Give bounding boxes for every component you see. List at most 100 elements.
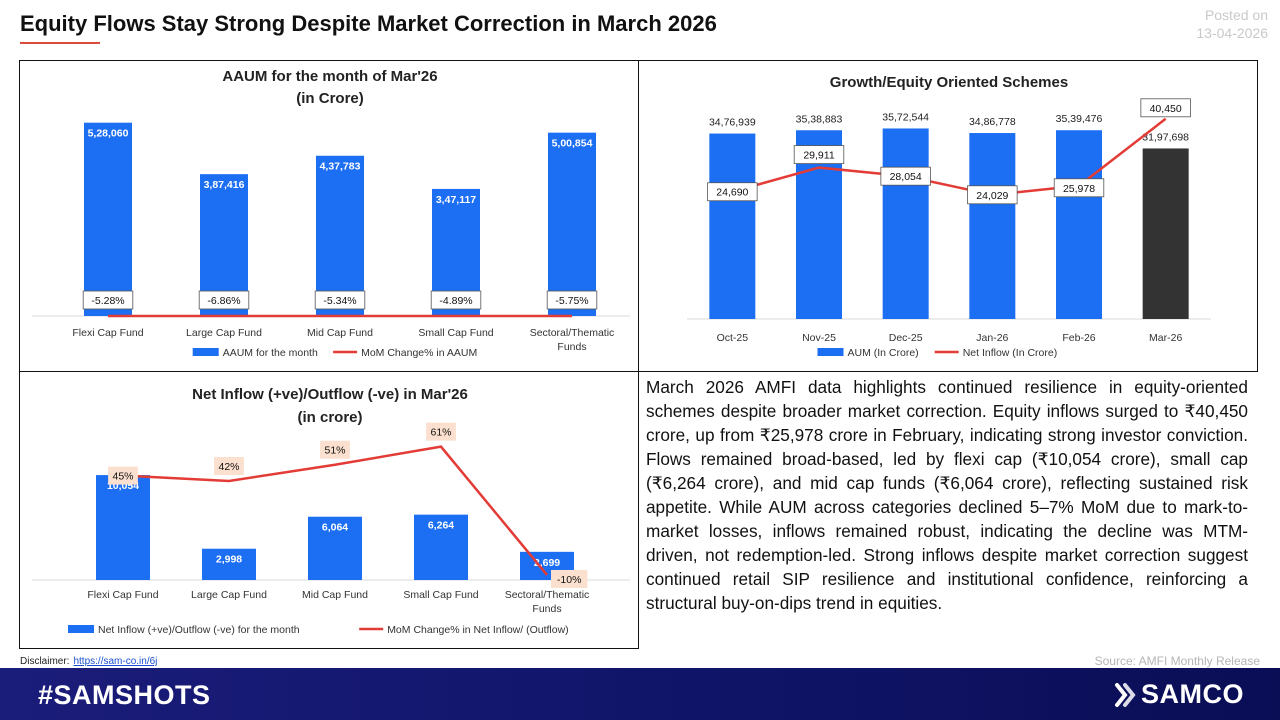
net-inflow-chart: Net Inflow (+ve)/Outflow (-ve) in Mar'26…	[32, 386, 630, 636]
net-inflow-chart-panel: Net Inflow (+ve)/Outflow (-ve) in Mar'26…	[19, 371, 639, 649]
series-line	[122, 445, 548, 576]
legend-label: AUM (In Crore)	[848, 347, 919, 359]
summary-text: March 2026 AMFI data highlights continue…	[646, 377, 1248, 613]
line-label-box	[198, 290, 250, 310]
x-tick-label: Mar-26	[1149, 332, 1182, 344]
line-data-label: -6.86%	[207, 295, 240, 307]
line-data-label: -4.89%	[439, 295, 472, 307]
legend-label: MoM Change% in AAUM	[361, 347, 477, 359]
line-label-box	[880, 166, 931, 186]
aaum-chart-panel: AAUM for the month of Mar'26 (in Crore) 5,…	[19, 60, 639, 372]
bar-data-label: 3,87,416	[204, 179, 245, 191]
posted-on: Posted on 13-04-2026	[1196, 6, 1268, 42]
bar	[1142, 148, 1189, 319]
footer-bar: #SAMSHOTS SAMCO	[0, 668, 1280, 720]
bar-data-label: 6,264	[428, 520, 454, 532]
bar-data-label: 4,37,783	[320, 161, 361, 173]
line-data-label: -5.28%	[91, 295, 124, 307]
line-data-label: 25,978	[1063, 183, 1095, 195]
disclaimer: Disclaimer: https://sam-co.in/6j	[20, 656, 157, 667]
line-data-label: -5.75%	[555, 295, 588, 307]
bar-data-label: 35,38,883	[796, 113, 843, 125]
line-label-box	[707, 182, 758, 202]
growth-equity-chart: Growth/Equity Oriented Schemes 34,76,939 3…	[687, 74, 1211, 359]
line-data-label: 42%	[218, 461, 239, 473]
source-note: Source: AMFI Monthly Release	[1094, 654, 1260, 668]
x-tick-label: Sectoral/Thematic	[530, 327, 615, 339]
line-data-label: -5.34%	[323, 295, 356, 307]
chart-title: Net Inflow (+ve)/Outflow (-ve) in Mar'26	[192, 386, 468, 403]
bar-data-label: 2,998	[216, 554, 242, 566]
growth-equity-chart-panel: Growth/Equity Oriented Schemes 34,76,939 3…	[638, 60, 1258, 372]
bar-data-label: 34,86,778	[969, 116, 1016, 128]
bar-data-label: 35,72,544	[882, 111, 929, 123]
line-label-box	[967, 185, 1018, 205]
bar	[548, 132, 596, 316]
line-data-label: -10%	[557, 574, 582, 586]
posted-label: Posted on	[1204, 7, 1268, 23]
bar-data-label: 3,47,117	[436, 194, 476, 206]
hashtag: #SAMSHOTS	[38, 680, 211, 710]
line-label-box	[320, 440, 350, 459]
bar	[1056, 130, 1102, 319]
x-tick-label: Mid Cap Fund	[307, 327, 373, 339]
bar-data-label: 35,39,476	[1056, 113, 1103, 125]
line-data-label: 61%	[430, 427, 451, 439]
x-tick-label: Large Cap Fund	[191, 589, 267, 601]
line-label-box	[1140, 98, 1191, 118]
line-label-box	[546, 290, 598, 310]
bar	[308, 516, 362, 580]
posted-date: 13-04-2026	[1196, 25, 1268, 41]
x-tick-label: Nov-25	[802, 332, 836, 344]
bar-data-label: 6,064	[322, 522, 348, 534]
bar	[414, 514, 468, 580]
disclaimer-link[interactable]: https://sam-co.in/6j	[73, 656, 158, 667]
aaum-chart: AAUM for the month of Mar'26 (in Crore) 5,…	[32, 68, 630, 359]
x-tick-label: Dec-25	[889, 332, 923, 344]
bar-data-label: 5,28,060	[88, 128, 129, 140]
legend-label: MoM Change% in Net Inflow/ (Outflow)	[387, 624, 568, 636]
x-tick-label: Small Cap Fund	[418, 327, 493, 339]
x-tick-label: Oct-25	[717, 332, 749, 344]
x-tick-label: Sectoral/Thematic	[505, 589, 590, 601]
bar	[316, 155, 364, 316]
x-tick-label: Jan-26	[976, 332, 1008, 344]
line-label-box	[426, 422, 456, 441]
x-tick-label: Funds	[557, 341, 586, 353]
line-label-box	[214, 456, 244, 475]
line-label-box	[1053, 178, 1105, 198]
legend-swatch-bar	[817, 348, 844, 356]
chart-title: Growth/Equity Oriented Schemes	[830, 74, 1068, 91]
brand-logo: SAMCO	[1113, 679, 1244, 710]
bar-data-label: 31,97,698	[1142, 131, 1189, 143]
line-data-label: 51%	[324, 445, 345, 457]
line-label-box	[793, 145, 845, 164]
legend-label: AAUM for the month	[223, 347, 318, 359]
line-data-label: 45%	[112, 471, 133, 483]
x-tick-label: Flexi Cap Fund	[87, 589, 158, 601]
x-tick-label: Small Cap Fund	[403, 589, 478, 601]
line-data-label: 29,911	[803, 150, 834, 162]
bar	[84, 122, 132, 316]
x-tick-label: Funds	[532, 603, 561, 615]
legend-label: Net Inflow (+ve)/Outflow (-ve) for the m…	[98, 624, 300, 636]
x-tick-label: Large Cap Fund	[186, 327, 262, 339]
samco-logo-icon	[1115, 682, 1136, 707]
title-underline	[20, 42, 100, 44]
line-label-box	[551, 569, 588, 588]
x-tick-label: Flexi Cap Fund	[72, 327, 143, 339]
bar	[709, 133, 756, 319]
line-data-label: 28,054	[890, 171, 922, 183]
line-data-label: 40,450	[1150, 103, 1182, 115]
chart-title: (in crore)	[297, 409, 362, 426]
line-label-box	[430, 290, 482, 310]
brand-name: SAMCO	[1141, 679, 1244, 709]
bar-data-label: 5,00,854	[552, 138, 593, 150]
line-label-box	[314, 290, 366, 310]
disclaimer-label: Disclaimer:	[20, 656, 70, 667]
legend-label: Net Inflow (In Crore)	[963, 347, 1058, 359]
bar	[96, 475, 150, 580]
x-tick-label: Feb-26	[1062, 332, 1095, 344]
line-label-box	[82, 290, 134, 310]
line-label-box	[108, 466, 138, 485]
